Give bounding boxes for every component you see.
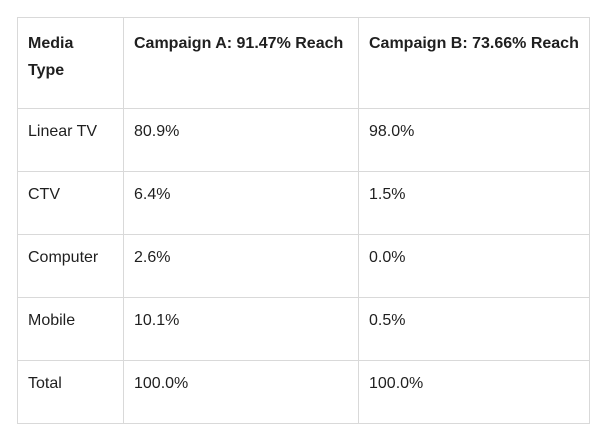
table-row: Linear TV 80.9% 98.0% — [17, 108, 590, 172]
cell-campaign-a: 6.4% — [123, 171, 359, 235]
table-row: CTV 6.4% 1.5% — [17, 171, 590, 235]
table-row: Total 100.0% 100.0% — [17, 360, 590, 424]
cell-campaign-b: 1.5% — [358, 171, 590, 235]
cell-campaign-a: 10.1% — [123, 297, 359, 361]
cell-media-type: Total — [17, 360, 124, 424]
header-campaign-b: Campaign B: 73.66% Reach — [358, 17, 590, 109]
cell-campaign-a: 2.6% — [123, 234, 359, 298]
media-reach-table: Media Type Campaign A: 91.47% Reach Camp… — [17, 17, 590, 424]
cell-media-type: Mobile — [17, 297, 124, 361]
media-reach-table-container: Media Type Campaign A: 91.47% Reach Camp… — [17, 17, 590, 424]
table-row: Computer 2.6% 0.0% — [17, 234, 590, 298]
cell-campaign-b: 98.0% — [358, 108, 590, 172]
header-campaign-a: Campaign A: 91.47% Reach — [123, 17, 359, 109]
cell-campaign-b: 0.5% — [358, 297, 590, 361]
header-media-type: Media Type — [17, 17, 124, 109]
cell-media-type: CTV — [17, 171, 124, 235]
table-row: Mobile 10.1% 0.5% — [17, 297, 590, 361]
cell-media-type: Linear TV — [17, 108, 124, 172]
cell-campaign-b: 100.0% — [358, 360, 590, 424]
cell-campaign-b: 0.0% — [358, 234, 590, 298]
header-row: Media Type Campaign A: 91.47% Reach Camp… — [17, 17, 590, 109]
cell-media-type: Computer — [17, 234, 124, 298]
table-body: Linear TV 80.9% 98.0% CTV 6.4% 1.5% Comp… — [17, 108, 590, 424]
cell-campaign-a: 100.0% — [123, 360, 359, 424]
table-header: Media Type Campaign A: 91.47% Reach Camp… — [17, 17, 590, 109]
cell-campaign-a: 80.9% — [123, 108, 359, 172]
